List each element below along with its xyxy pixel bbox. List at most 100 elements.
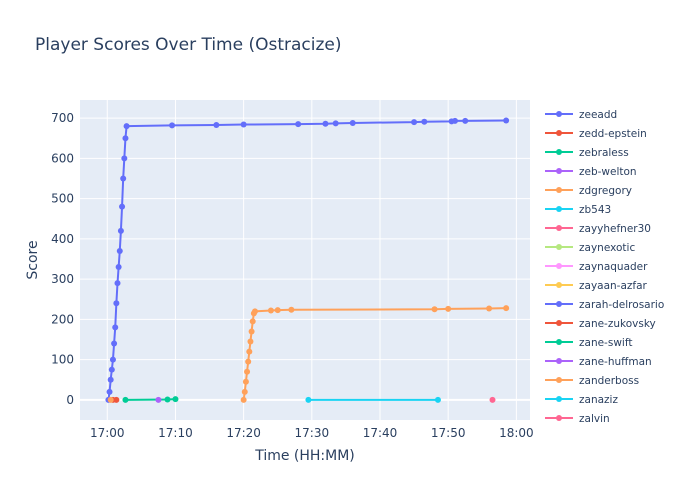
legend-label: zaynaquader [579, 261, 648, 273]
data-point [241, 388, 248, 395]
legend-label: zedd-epstein [579, 128, 647, 140]
legend-swatch-marker [556, 149, 562, 155]
data-point [288, 306, 295, 313]
legend-item[interactable]: zanaziz [545, 394, 618, 406]
legend-swatch-marker [556, 206, 562, 212]
data-point [246, 348, 253, 355]
x-tick-label: 17:30 [295, 426, 330, 440]
legend-swatch-marker [556, 358, 562, 364]
legend-item[interactable]: zayaan-azfar [545, 280, 648, 292]
data-point [267, 307, 274, 314]
legend-item[interactable]: zanderboss [545, 375, 639, 387]
data-point [486, 305, 493, 312]
legend-label: zarah-delrosario [579, 299, 664, 311]
data-point [322, 120, 329, 127]
legend-label: zdgregory [579, 185, 632, 197]
legend-item[interactable]: zeb-welton [545, 166, 637, 178]
data-point [169, 122, 176, 129]
data-point [164, 396, 171, 403]
data-point [240, 396, 247, 403]
x-tick-label: 17:00 [90, 426, 125, 440]
legend-label: zanderboss [579, 375, 639, 387]
legend-item[interactable]: zane-swift [545, 337, 632, 349]
data-point [305, 396, 312, 403]
data-point [109, 356, 116, 363]
legend-item[interactable]: zebraless [545, 147, 629, 159]
x-tick-label: 17:20 [226, 426, 261, 440]
data-point [107, 376, 114, 383]
y-tick-label: 200 [51, 312, 74, 326]
data-point [120, 175, 127, 182]
x-tick-label: 18:00 [499, 426, 534, 440]
legend-item[interactable]: zalvin [545, 413, 610, 425]
data-point [249, 318, 256, 325]
legend-item[interactable]: zaynaquader [545, 261, 648, 273]
data-point [112, 324, 119, 331]
y-tick-label: 0 [66, 393, 74, 407]
legend-item[interactable]: zb543 [545, 204, 611, 216]
legend-label: zayaan-azfar [579, 280, 648, 292]
data-point [119, 203, 126, 210]
legend-item[interactable]: zeeadd [545, 109, 617, 121]
legend[interactable]: zeeadd zedd-epstein zebraless zeb-welton zdg… [545, 109, 664, 425]
legend-swatch-marker [556, 320, 562, 326]
y-tick-label: 400 [51, 232, 74, 246]
legend-swatch-marker [556, 339, 562, 345]
legend-label: zalvin [579, 413, 610, 425]
data-point [116, 247, 123, 254]
legend-item[interactable]: zaynexotic [545, 242, 635, 254]
data-point [245, 358, 252, 365]
data-point [274, 307, 281, 314]
data-point [332, 120, 339, 127]
data-point [244, 368, 251, 375]
data-point [421, 118, 428, 125]
data-point [114, 280, 121, 287]
legend-swatch-marker [556, 282, 562, 288]
legend-swatch-marker [556, 187, 562, 193]
data-point [242, 378, 249, 385]
x-axis-title: Time (HH:MM) [254, 448, 355, 464]
legend-label: zane-swift [579, 337, 632, 349]
legend-label: zane-huffman [579, 356, 652, 368]
series-zebraless [122, 396, 179, 403]
data-point [122, 135, 129, 142]
y-tick-label: 300 [51, 272, 74, 286]
x-tick-label: 17:40 [363, 426, 398, 440]
data-point [117, 227, 124, 234]
data-point [295, 121, 302, 128]
data-point [123, 123, 130, 130]
x-tick-label: 17:10 [158, 426, 193, 440]
data-point [411, 119, 418, 126]
legend-swatch-marker [556, 130, 562, 136]
legend-item[interactable]: zayyhefner30 [545, 223, 651, 235]
x-tick-label: 17:50 [431, 426, 466, 440]
legend-swatch-marker [556, 244, 562, 250]
data-point [115, 264, 122, 271]
data-point [349, 119, 356, 126]
data-point [462, 117, 469, 124]
legend-item[interactable]: zedd-epstein [545, 128, 647, 140]
legend-label: zeeadd [579, 109, 617, 121]
series-zeeadd [105, 117, 510, 403]
legend-label: zb543 [579, 204, 611, 216]
legend-swatch-marker [556, 263, 562, 269]
y-axis: 0 100 200 300 400 500 600 700 [51, 111, 74, 407]
legend-item[interactable]: zane-zukovsky [545, 318, 656, 330]
legend-swatch-marker [556, 168, 562, 174]
series-zayyhefner30 [489, 396, 496, 403]
legend-item[interactable]: zarah-delrosario [545, 299, 664, 311]
series-zdgregory [107, 396, 114, 403]
legend-item[interactable]: zdgregory [545, 185, 632, 197]
data-point [431, 306, 438, 313]
legend-item[interactable]: zane-huffman [545, 356, 652, 368]
grid [80, 100, 530, 420]
legend-label: zaynexotic [579, 242, 635, 254]
legend-label: zayyhefner30 [579, 223, 651, 235]
data-point [489, 396, 496, 403]
data-point [213, 121, 220, 128]
data-point [122, 396, 129, 403]
data-point [503, 117, 510, 124]
data-point [434, 396, 441, 403]
data-point [106, 388, 113, 395]
series-layer [105, 117, 510, 403]
